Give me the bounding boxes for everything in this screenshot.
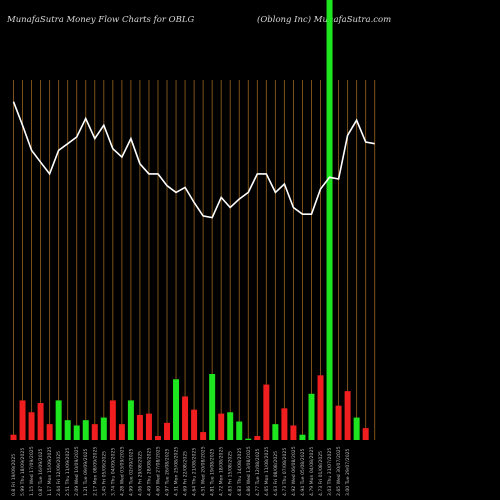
money-flow-bar (335, 405, 342, 440)
x-tick-label: 4.28 Wed 03/09/2025 (119, 446, 125, 496)
money-flow-bar (191, 409, 198, 440)
money-flow-bar (209, 374, 216, 440)
x-tick-label: 4.94 Tue 05/08/2025 (300, 448, 306, 496)
x-tick-label: 2.17 Mon 08/09/2025 (92, 447, 98, 496)
x-tick-label: 4.83 Fri 15/08/2025 (228, 451, 234, 496)
x-tick-label: 3.74 Thu 04/09/2025 (110, 448, 116, 496)
money-flow-bar (55, 400, 62, 440)
money-flow-bar (362, 428, 369, 440)
money-flow-bar (73, 425, 80, 440)
money-flow-bar (218, 413, 225, 440)
x-tick-label: 4.06 Fri 29/08/2025 (137, 451, 143, 496)
money-flow-bar (145, 413, 152, 440)
x-tick-label: 2.51 Thu 11/09/2025 (65, 448, 71, 496)
x-tick-label: 1.17 Mon 15/09/2025 (47, 447, 53, 496)
x-tick-label: 3.03 Thu 31/07/2025 (327, 448, 333, 496)
x-tick-label: 4.60 Wed 27/08/2025 (155, 446, 161, 496)
x-tick-label: 2.64 Fri 12/09/2025 (56, 451, 62, 496)
money-flow-bar (136, 414, 143, 440)
money-flow-bar (182, 396, 189, 440)
x-tick-label: 4.73 Thu 07/08/2025 (282, 448, 288, 496)
x-tick-label: 2.09 Wed 10/09/2025 (74, 446, 80, 496)
x-tick-labels: 0.8 Fri 19/09/2025 5.99 Thu 18/09/2025 1.1… (11, 446, 351, 496)
money-flow-bar (118, 424, 125, 440)
money-flow-bar (91, 424, 98, 440)
money-flow-bar (353, 417, 360, 440)
x-tick-label: 4.31 Mon 25/08/2025 (174, 447, 180, 496)
money-flow-bar (64, 420, 71, 440)
x-tick-label: 1.21 Tue 09/09/2025 (83, 448, 89, 496)
x-tick-label: 4.79 Mon 04/08/2025 (309, 447, 315, 496)
money-flow-bar (164, 422, 171, 440)
x-tick-label: 1.15 Wed 17/09/2025 (29, 446, 35, 496)
x-tick-label: 4.83 Thu 14/08/2025 (237, 448, 243, 496)
money-flow-line (12, 101, 375, 219)
money-flow-bar (344, 391, 351, 440)
money-flow-bar (100, 417, 107, 440)
money-flow-bar (37, 403, 44, 440)
x-tick-label: 4.72 Mon 18/08/2025 (219, 447, 225, 496)
money-flow-bar (109, 400, 116, 440)
x-tick-label: 4.97 Tue 26/08/2025 (165, 448, 171, 496)
x-tick-label: 4.73 Fri 01/08/2025 (318, 451, 324, 496)
chart-header-left: MunafaSutra Money Flow Charts for OBLG (7, 15, 195, 25)
money-flow-bar (326, 0, 333, 440)
money-flow-bar (272, 424, 279, 440)
money-flow-bar (200, 432, 207, 440)
chart-header-right: (Oblong Inc) MunafaSutra.com (257, 15, 392, 25)
x-tick-label: 3.00 Tue 29/07/2025 (345, 448, 351, 496)
x-tick-label: 4.51 Wed 20/08/2025 (201, 446, 207, 496)
x-tick-label: 4.77 Tue 12/08/2025 (255, 448, 261, 496)
money-flow-bar (173, 379, 180, 440)
money-flow-bar (290, 425, 297, 440)
money-flow-bar (127, 400, 134, 440)
x-tick-label: 0.87 Tue 16/09/2025 (38, 448, 44, 496)
x-tick-label: 4.63 Fri 08/08/2025 (273, 451, 279, 496)
x-tick-label: 3.45 Fri 05/09/2025 (101, 451, 107, 496)
x-tick-label: 5.99 Thu 18/09/2025 (20, 448, 26, 496)
money-flow-bar (299, 434, 306, 440)
x-tick-label: 4.69 Fri 22/08/2025 (183, 451, 189, 496)
x-tick-label: 2.65 Wed 30/07/2025 (336, 446, 342, 496)
money-flow-bar (19, 400, 26, 440)
x-tick-label: 4.92 Wed 06/08/2025 (291, 446, 297, 496)
money-flow-bar (154, 436, 161, 440)
money-flow-bar (245, 438, 252, 440)
x-tick-label: 0.8 Fri 19/09/2025 (11, 454, 17, 496)
money-flow-bar (10, 434, 17, 440)
x-tick-label: 4.49 Thu 28/08/2025 (146, 448, 152, 496)
money-flow-bar (308, 393, 315, 440)
money-flow-bar (236, 421, 243, 440)
money-flow-bar (28, 412, 35, 440)
money-flow-bar (254, 436, 261, 440)
money-flow-bar (227, 412, 234, 440)
x-tick-label: 4.86 Wed 13/08/2025 (246, 446, 252, 496)
x-tick-label: 4.99 Tue 02/09/2025 (128, 448, 134, 496)
money-flow-bar (263, 384, 270, 440)
money-flow-bar (46, 424, 53, 440)
x-tick-label: 4.64 Thu 21/08/2025 (192, 448, 198, 496)
money-flow-bar (281, 408, 288, 440)
money-flow-bar (317, 375, 324, 440)
x-tick-label: 4.65 Mon 11/08/2025 (264, 447, 270, 496)
x-tick-label: 4.81 Tue 19/08/2025 (210, 448, 216, 496)
money-flow-bar (82, 420, 89, 440)
bars (10, 0, 369, 440)
